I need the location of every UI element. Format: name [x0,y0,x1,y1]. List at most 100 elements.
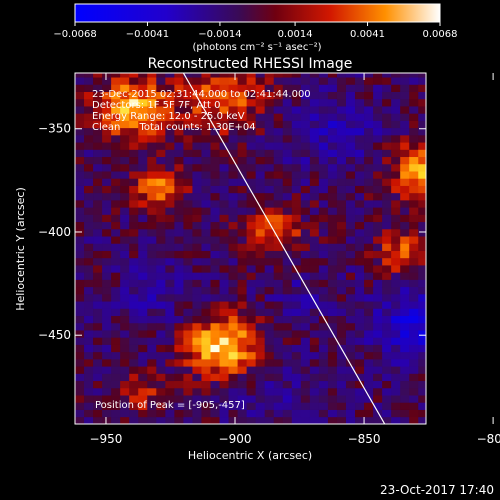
heatmap-cell [183,214,193,223]
heatmap-cell [228,73,238,78]
heatmap-cell [327,149,338,158]
heatmap-cell [174,192,184,201]
heatmap-cell [165,120,175,129]
heatmap-cell [373,286,383,295]
heatmap-cell [174,416,184,424]
heatmap-cell [391,84,401,92]
heatmap-cell [84,192,94,201]
heatmap-cell [201,73,211,78]
heatmap-cell [336,402,347,410]
heatmap-cell [418,199,426,208]
heatmap-cell [237,330,248,338]
heatmap-cell [120,358,130,367]
heatmap-cell [282,293,293,302]
heatmap-cell [336,84,347,92]
heatmap-cell [273,286,284,295]
heatmap-cell [382,322,392,331]
heatmap-cell [309,185,320,194]
heatmap-cell [192,257,202,266]
heatmap-cell [382,134,392,143]
heatmap-cell [93,221,103,230]
heatmap-cell [201,120,211,129]
colorbar-tick-label: 0.0068 [423,29,458,40]
heatmap-cell [364,395,374,403]
heatmap-cell [264,250,275,259]
heatmap-cell [75,279,85,288]
heatmap-cell [156,308,166,317]
heatmap-cell [400,387,410,396]
heatmap-cell [318,77,329,85]
heatmap-cell [327,199,338,208]
heatmap-cell [111,178,121,186]
heatmap-cell [120,106,130,114]
heatmap-cell [219,409,229,418]
heatmap-cell [373,221,383,230]
heatmap-cell [246,265,257,273]
heatmap-cell [364,351,374,360]
heatmap-cell [336,236,347,244]
heatmap-cell [336,387,347,396]
heatmap-cell [201,366,211,374]
heatmap-cell [255,395,266,403]
heatmap-cell [345,409,356,418]
heatmap-cell [102,73,112,78]
heatmap-cell [174,185,184,194]
heatmap-cell [391,221,401,230]
heatmap-cell [102,416,112,424]
heatmap-cell [75,207,85,215]
heatmap-cell [291,387,302,396]
heatmap-cell [93,286,103,295]
heatmap-cell [129,91,139,100]
heatmap-cell [345,142,356,150]
heatmap-cell [364,106,374,114]
heatmap-cell [309,409,320,418]
heatmap-cell [409,185,419,194]
heatmap-cell [174,301,184,309]
heatmap-cell [210,127,220,136]
heatmap-cell [309,315,320,324]
heatmap-cell [409,221,419,230]
heatmap-cell [192,185,202,194]
heatmap-cell [382,272,392,280]
heatmap-cell [255,77,266,85]
heatmap-cell [246,380,257,389]
heatmap-cell [156,286,166,295]
heatmap-cell [120,279,130,288]
heatmap-cell [409,178,419,186]
heatmap-cell [282,373,293,382]
heatmap-cell [138,387,148,396]
heatmap-cell [138,73,148,78]
heatmap-cell [210,387,220,396]
heatmap-cell [318,250,329,259]
heatmap-cell [246,207,257,215]
heatmap-cell [246,149,257,158]
heatmap-cell [409,236,419,244]
heatmap-cell [111,91,121,100]
heatmap-cell [84,366,94,374]
heatmap-cell [246,171,257,179]
heatmap-cell [237,149,248,158]
colorbar [74,3,441,23]
heatmap-cells [75,73,426,424]
heatmap-cell [309,149,320,158]
heatmap-cell [382,358,392,367]
heatmap-cell [273,279,284,288]
heatmap-cell [183,91,193,100]
heatmap-cell [327,120,338,129]
heatmap-cell [219,308,229,317]
heatmap-cell [418,272,426,280]
heatmap-cell [237,373,248,382]
heatmap-cell [373,91,383,100]
heatmap-cell [102,373,112,382]
heatmap-cell [75,221,85,230]
heatmap-cell [273,134,284,143]
heatmap-cell [345,257,356,266]
heatmap-cell [228,221,238,230]
heatmap-cell [273,387,284,396]
heatmap-cell [355,91,365,100]
heatmap-cell [418,243,426,251]
heatmap-cell [300,73,311,78]
heatmap-cell [219,286,229,295]
heatmap-cell [138,156,148,165]
heatmap-cell [237,214,248,223]
